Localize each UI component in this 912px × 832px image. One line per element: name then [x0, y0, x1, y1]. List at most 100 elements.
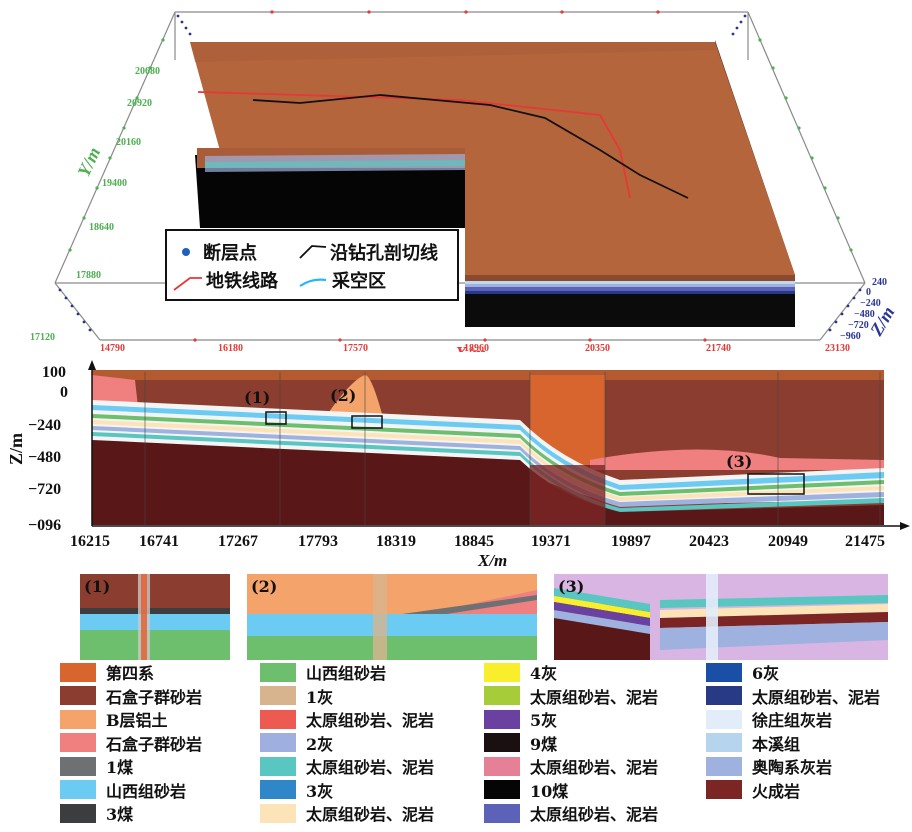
y-tick: 17880 — [76, 270, 101, 281]
y-tick: −480 — [28, 449, 61, 466]
strata-label: 山西组砂岩 — [106, 781, 187, 801]
y-tick: 20160 — [116, 137, 141, 148]
x-tick: 17570 — [343, 343, 368, 352]
y-tick: 0 — [60, 384, 68, 401]
strata-swatch — [60, 780, 96, 799]
x-tick: 19371 — [531, 533, 571, 550]
strata-swatch — [260, 733, 296, 752]
strata-swatch — [60, 662, 96, 682]
inset-label: (2) — [251, 577, 277, 596]
metro-line-icon — [173, 277, 202, 291]
y-tick: 19400 — [102, 178, 127, 189]
strata-label: 徐庄组灰岩 — [752, 711, 833, 730]
strata-label: 太原组砂岩、泥岩 — [306, 805, 435, 824]
strata-legend-item: 太原组砂岩、泥岩 — [484, 803, 658, 824]
x-tick: 16215 — [70, 533, 110, 550]
x-tick: 18960 — [464, 343, 489, 352]
strata-legend-item: 太原组砂岩、泥岩 — [484, 756, 659, 777]
x-tick: 16741 — [139, 533, 179, 550]
y-axis-ticks: 20680 20920 20160 19400 18640 17880 1712… — [30, 66, 160, 343]
map-legend: 断层点 沿钻孔剖切线 地铁线路 采空区 — [165, 229, 459, 301]
strata-legend-item: 太原组砂岩、泥岩 — [260, 709, 434, 730]
strata-label: 3煤 — [106, 805, 134, 824]
x-tick: 20949 — [768, 533, 808, 550]
strata-swatch — [706, 780, 742, 799]
strata-legend-item: 10煤 — [484, 780, 569, 801]
geologic-block — [190, 40, 795, 327]
strata-legend-item: 石盒子群砂岩 — [60, 733, 203, 754]
fault-point-icon — [182, 248, 190, 256]
strata-legend-item: 2灰 — [260, 733, 334, 754]
strata-label: 9煤 — [530, 734, 558, 754]
corner-z-ticks — [58, 14, 862, 332]
z-axis-ticks: 240 0 −240 −480 −720 −960 — [840, 277, 887, 342]
inset-3: (3) — [554, 574, 888, 660]
x-tick: 17793 — [298, 533, 338, 550]
x-tick: 16180 — [218, 343, 243, 352]
section-line — [252, 94, 689, 199]
y-tick: −240 — [28, 417, 61, 434]
inset-label: (1) — [84, 577, 110, 596]
strata-swatch — [484, 709, 520, 729]
strata-label: 石盒子群砂岩 — [106, 734, 203, 754]
callout-box-2 — [351, 415, 383, 429]
z-tick: 0 — [866, 287, 871, 298]
strata-legend-item: 太原组砂岩、泥岩 — [484, 686, 659, 707]
legend-label: 采空区 — [331, 270, 386, 292]
y-tick: 20920 — [127, 98, 152, 109]
strata-swatch — [260, 780, 296, 799]
strata-label: 6灰 — [752, 664, 780, 683]
strata-legend-item: 3灰 — [260, 780, 333, 801]
strata-swatch — [484, 686, 520, 705]
z-tick: −720 — [848, 320, 869, 331]
strata-label: 太原组砂岩、泥岩 — [530, 758, 659, 777]
callout-label: (3) — [726, 452, 752, 471]
strata-legend-item: 奥陶系灰岩 — [706, 756, 832, 777]
strata-label: 4灰 — [530, 664, 558, 683]
section-x-label: X/m — [477, 551, 507, 570]
strata-swatch — [706, 686, 742, 705]
callout-label: (2) — [330, 386, 356, 405]
strata-label: 太原组砂岩、泥岩 — [752, 687, 881, 707]
strata-swatch — [60, 803, 96, 823]
strata-swatch — [706, 733, 742, 752]
strata-swatch — [60, 709, 96, 729]
strata-swatch — [484, 780, 520, 799]
x-tick: 23130 — [825, 343, 850, 352]
y-tick: 18640 — [89, 222, 114, 233]
x-tick: 20423 — [689, 533, 729, 550]
strata-swatch — [484, 756, 520, 776]
strata-label: 太原组砂岩、泥岩 — [306, 758, 435, 777]
strata-legend-item: 太原组砂岩、泥岩 — [706, 686, 881, 707]
x-axis-ticks: 14790 16180 17570 18960 20350 21740 2313… — [100, 343, 850, 352]
strata-label: 2灰 — [306, 734, 334, 754]
inset-label: (3) — [558, 577, 584, 596]
strata-label: 10煤 — [530, 781, 569, 801]
inset-panels: (1) (2) (3) — [80, 574, 888, 660]
section-y-ticks: 100 0 −240 −480 −720 −096 — [28, 364, 68, 534]
strata-label: 太原组砂岩、泥岩 — [530, 687, 659, 707]
section-line-icon — [299, 245, 327, 259]
callout-label: (1) — [244, 388, 270, 407]
strata-label: 本溪组 — [752, 734, 801, 754]
section-y-label: Z/m — [6, 433, 26, 465]
3d-model-panel: 20680 20920 20160 19400 18640 17880 1712… — [30, 10, 898, 352]
legend-label: 沿钻孔剖切线 — [330, 242, 438, 264]
y-tick: −096 — [28, 517, 61, 534]
inset-2: (2) — [247, 574, 537, 660]
z-tick: 240 — [872, 277, 887, 288]
strata-label: 1灰 — [306, 687, 334, 707]
strata-label: 第四系 — [106, 664, 155, 683]
strata-legend-item: 山西组砂岩 — [60, 780, 187, 801]
legend-label: 地铁线路 — [206, 270, 279, 292]
x-tick: 19897 — [611, 533, 651, 550]
z-tick: −480 — [854, 309, 875, 320]
x-tick: 18845 — [454, 533, 494, 550]
strata-swatch — [484, 662, 520, 682]
legend-label: 断层点 — [203, 242, 257, 264]
strata-label: 5灰 — [530, 711, 558, 730]
strata-legend-item: 3煤 — [60, 803, 134, 824]
strata-legend-item: 太原组砂岩、泥岩 — [260, 803, 435, 824]
inset-1: (1) — [80, 574, 230, 660]
strata-swatch — [260, 662, 296, 682]
